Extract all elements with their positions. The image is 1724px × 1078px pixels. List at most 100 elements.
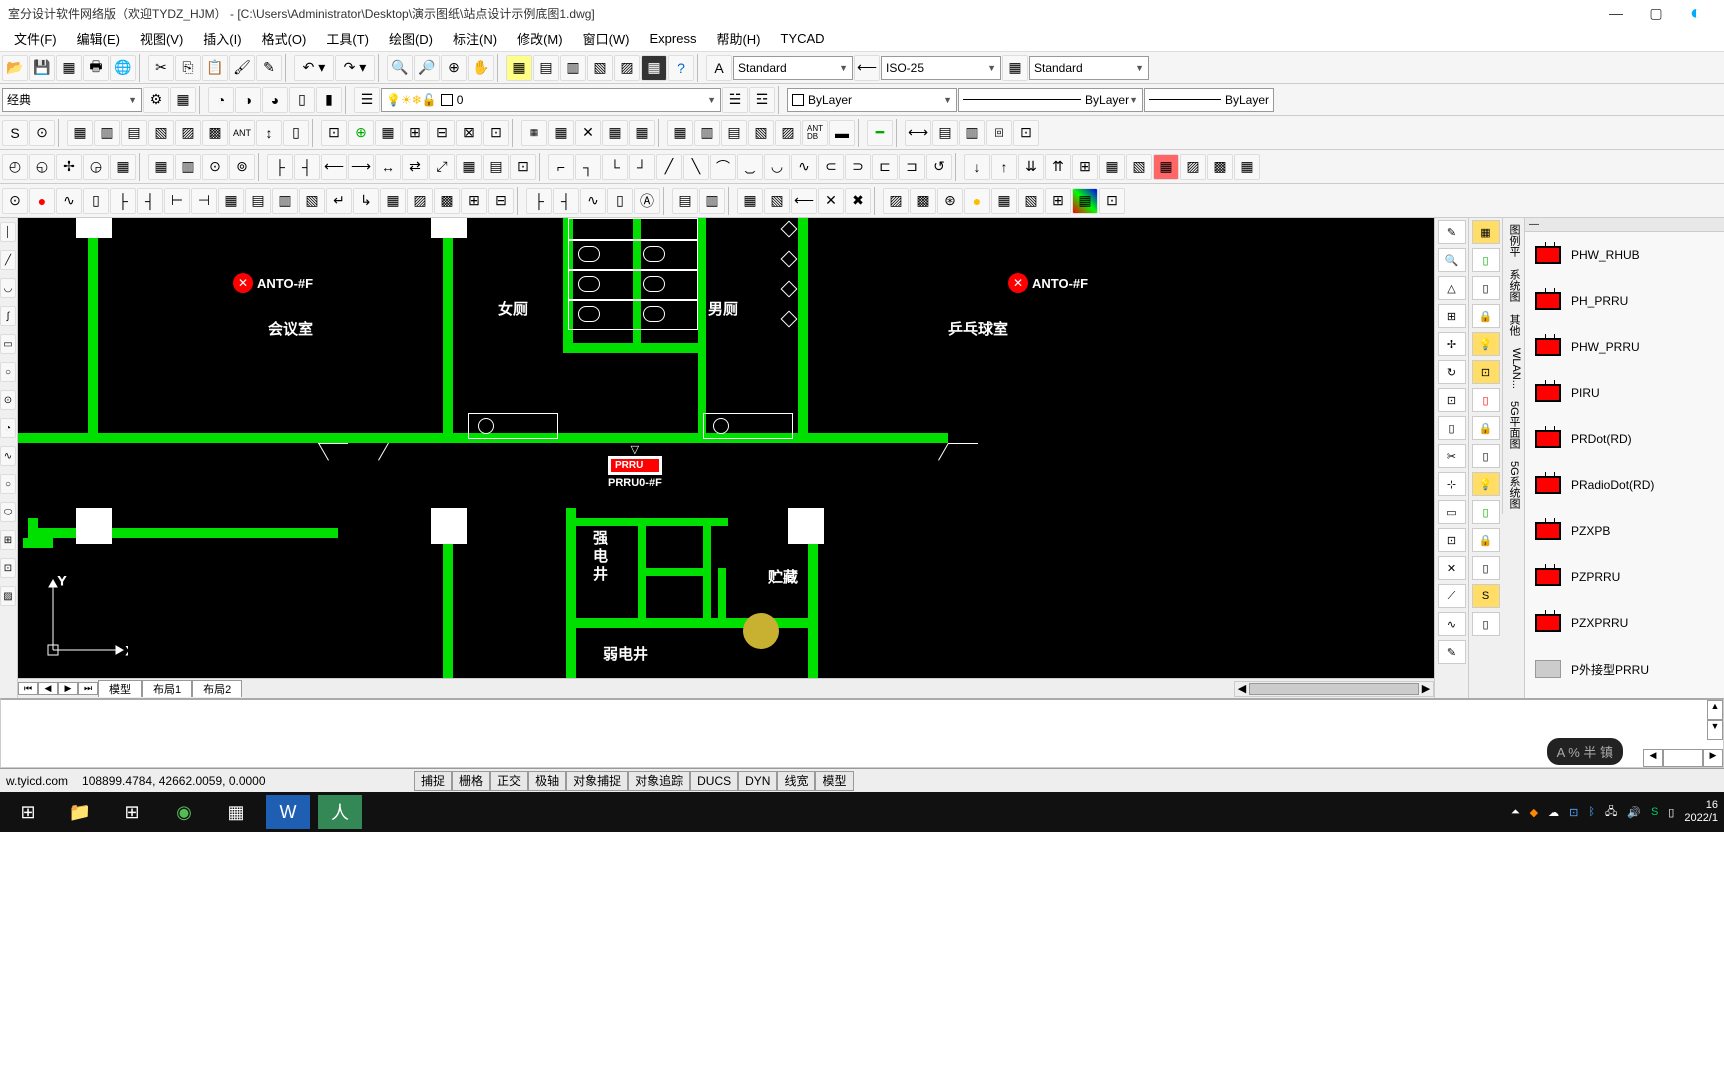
vm12-icon[interactable]: ⊡ [1438,528,1466,552]
d42-icon[interactable]: ▦ [1153,154,1179,180]
cat-2[interactable]: 系统图 [1502,263,1522,308]
vm3-icon[interactable]: △ [1438,276,1466,300]
tab-prev[interactable]: ◀ [38,682,58,695]
vm7-icon[interactable]: ⊡ [1438,388,1466,412]
dc-icon[interactable]: ▤ [533,55,559,81]
cat-1[interactable]: 图例平 [1502,218,1522,263]
vp1-icon[interactable]: ▦ [1472,220,1500,244]
web-icon[interactable]: 🌐 [110,55,136,81]
dimstyle-icon[interactable]: ⟵ [854,55,880,81]
c34-icon[interactable]: ⊡ [1013,120,1039,146]
lwt-toggle[interactable]: 线宽 [777,771,815,791]
model-toggle[interactable]: 模型 [815,771,853,791]
plot-icon[interactable]: 🖶 [83,55,109,81]
vp4-icon[interactable]: 🔒 [1472,304,1500,328]
layer-mgr-icon[interactable]: ☰ [354,87,380,113]
d13-icon[interactable]: ⟶ [348,154,374,180]
system-tray[interactable]: ⏶ ◆ ☁ ⊡ ᛒ 🖧 🔊 S ▯ 16 2022/1 [1511,799,1718,825]
c26-icon[interactable]: ▧ [748,120,774,146]
vm2-icon[interactable]: 🔍 [1438,248,1466,272]
cat-4[interactable]: WLAN... [1502,342,1522,395]
menu-file[interactable]: 文件(F) [4,27,67,51]
e7-icon[interactable]: ⊢ [164,188,190,214]
d34-icon[interactable]: ↺ [926,154,952,180]
e11-icon[interactable]: ▥ [272,188,298,214]
d14-icon[interactable]: ↔ [375,154,401,180]
c21-icon[interactable]: ▦ [602,120,628,146]
c29-icon[interactable]: ━ [867,120,893,146]
osnap-toggle[interactable]: 对象捕捉 [566,771,628,791]
lt5-icon[interactable]: ▭ [0,334,16,354]
e4-icon[interactable]: ▯ [83,188,109,214]
layout-icon[interactable]: ▦ [56,55,82,81]
vp12-icon[interactable]: 🔒 [1472,528,1500,552]
vm11-icon[interactable]: ▭ [1438,500,1466,524]
e28-icon[interactable]: ▧ [764,188,790,214]
zoom-prev-icon[interactable]: ⊕ [441,55,467,81]
browser-icon[interactable]: ◉ [162,795,206,829]
d7-icon[interactable]: ▥ [175,154,201,180]
match-icon[interactable]: 🖌 [229,55,255,81]
c15-icon[interactable]: ⊟ [429,120,455,146]
store-icon[interactable]: ⊞ [110,795,154,829]
d19-icon[interactable]: ⊡ [510,154,536,180]
tablestyle-icon[interactable]: ▦ [1002,55,1028,81]
tray-app3-icon[interactable]: ⊡ [1569,806,1578,819]
palette-item[interactable]: PZXPB [1525,508,1724,554]
d18-icon[interactable]: ▤ [483,154,509,180]
d37-icon[interactable]: ⇊ [1018,154,1044,180]
e20-icon[interactable]: ├ [526,188,552,214]
palette-item[interactable]: PZPRRU [1525,554,1724,600]
zoom-win-icon[interactable]: 🔎 [414,55,440,81]
menu-insert[interactable]: 插入(I) [193,27,251,51]
d24-icon[interactable]: ╱ [656,154,682,180]
tp-icon[interactable]: ▥ [560,55,586,81]
d21-icon[interactable]: ┐ [575,154,601,180]
d12-icon[interactable]: ⟵ [321,154,347,180]
vm8-icon[interactable]: ▯ [1438,416,1466,440]
t2e-icon[interactable]: ▮ [316,87,342,113]
tray-vol-icon[interactable]: 🔊 [1627,806,1641,819]
textstyle-icon[interactable]: A [706,55,732,81]
d31-icon[interactable]: ⊃ [845,154,871,180]
snap-toggle[interactable]: 捕捉 [414,771,452,791]
vm5-icon[interactable]: ✢ [1438,332,1466,356]
brush-icon[interactable]: ✎ [256,55,282,81]
d30-icon[interactable]: ⊂ [818,154,844,180]
d9-icon[interactable]: ⊚ [229,154,255,180]
d41-icon[interactable]: ▧ [1126,154,1152,180]
e38-icon[interactable]: ⊞ [1045,188,1071,214]
vp14-icon[interactable]: S [1472,584,1500,608]
c30-icon[interactable]: ⟷ [905,120,931,146]
palette-item[interactable]: P外接型PRRU [1525,646,1724,692]
e16-icon[interactable]: ▨ [407,188,433,214]
tab-model[interactable]: 模型 [98,680,142,697]
e22-icon[interactable]: ∿ [580,188,606,214]
d29-icon[interactable]: ∿ [791,154,817,180]
e6-icon[interactable]: ┤ [137,188,163,214]
t2d-icon[interactable]: ▯ [289,87,315,113]
textstyle-combo[interactable]: Standard▼ [733,56,853,80]
lt6-icon[interactable]: ○ [0,362,16,382]
c20-icon[interactable]: ✕ [575,120,601,146]
ws-lock-icon[interactable]: ▦ [170,87,196,113]
tab-layout1[interactable]: 布局1 [142,680,192,697]
tray-app1-icon[interactable]: ◆ [1530,806,1538,819]
lt9-icon[interactable]: ∿ [0,446,16,466]
e3-icon[interactable]: ∿ [56,188,82,214]
e25-icon[interactable]: ▤ [672,188,698,214]
vp2-icon[interactable]: ▯ [1472,248,1500,272]
help-icon[interactable]: ? [668,55,694,81]
app-task-icon[interactable]: 人 [318,795,362,829]
e23-icon[interactable]: ▯ [607,188,633,214]
t2b-icon[interactable]: ◑ [235,87,261,113]
e26-icon[interactable]: ▥ [699,188,725,214]
e2-icon[interactable]: ● [29,188,55,214]
e37-icon[interactable]: ▧ [1018,188,1044,214]
palette-item[interactable]: PHW_PRRU [1525,324,1724,370]
lt3-icon[interactable]: ◡ [0,278,16,298]
workspace-combo[interactable]: 经典▼ [2,88,142,112]
e10-icon[interactable]: ▤ [245,188,271,214]
lt13-icon[interactable]: ⊡ [0,558,16,578]
c16-icon[interactable]: ⊠ [456,120,482,146]
